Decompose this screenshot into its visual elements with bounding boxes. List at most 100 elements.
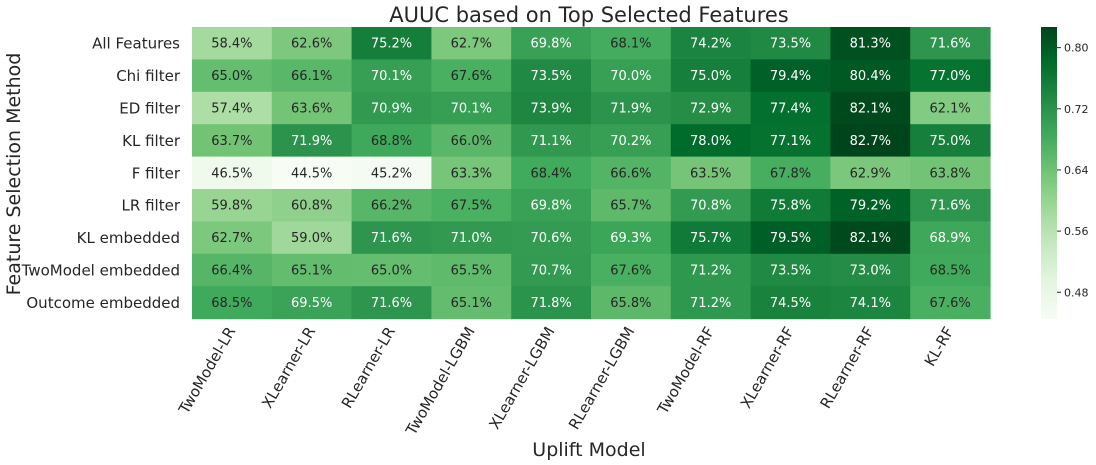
heatmap-cell xyxy=(750,156,831,190)
y-axis-label: Feature Selection Method xyxy=(3,53,25,296)
heatmap-cell xyxy=(910,189,991,222)
cell-value-label: 69.3% xyxy=(610,231,651,246)
row-tick-label: KL filter xyxy=(122,132,181,150)
row-tick-label: ED filter xyxy=(119,100,181,118)
heatmap-cell xyxy=(670,91,752,125)
heatmap-cell xyxy=(591,253,672,287)
heatmap-cell xyxy=(511,156,592,190)
heatmap-cell xyxy=(910,27,991,60)
heatmap-cell xyxy=(830,189,911,222)
heatmap-cell xyxy=(591,124,672,158)
cell-value-label: 46.5% xyxy=(211,166,252,181)
heatmap-cell xyxy=(431,91,512,125)
heatmap-cell xyxy=(431,59,512,93)
cell-value-label: 74.2% xyxy=(690,37,731,52)
cell-value-label: 66.1% xyxy=(291,69,332,84)
column-tick-label: TwoModel-RF xyxy=(653,324,718,418)
column-tick-label: XLearner-LGBM xyxy=(485,324,558,433)
cell-value-label: 67.6% xyxy=(929,296,970,311)
heatmap-cell xyxy=(431,221,512,255)
heatmap-cell xyxy=(271,286,353,320)
heatmap-cell xyxy=(910,253,991,287)
heatmap-cell xyxy=(192,253,273,287)
cell-value-label: 73.5% xyxy=(770,264,811,279)
heatmap-cell xyxy=(192,59,273,93)
cell-value-label: 63.5% xyxy=(690,166,731,181)
colorbar-ticks: 0.48 0.56 0.64 0.72 0.80 xyxy=(1057,42,1089,299)
colorbar-tick-label: 0.80 xyxy=(1064,42,1089,55)
column-tick-label: TwoModel-LR xyxy=(175,324,240,418)
heatmap-cell xyxy=(192,156,273,190)
cell-value-label: 68.1% xyxy=(610,37,651,52)
heatmap-cell xyxy=(910,156,991,190)
heatmap-cell xyxy=(431,27,512,60)
row-tick-label: Outcome embedded xyxy=(26,294,180,312)
cell-value-label: 82.7% xyxy=(850,134,891,149)
heatmap-cell xyxy=(271,91,353,125)
heatmap-cell xyxy=(271,59,353,93)
heatmap-cell xyxy=(910,221,991,255)
colorbar-tick-label: 0.56 xyxy=(1064,225,1089,238)
row-tick-label: KL embedded xyxy=(77,229,180,247)
heatmap-cell xyxy=(910,286,991,320)
heatmap-cell xyxy=(351,59,432,93)
heatmap-cell xyxy=(271,253,353,287)
heatmap-cell xyxy=(192,221,273,255)
heatmap-cell xyxy=(830,124,911,158)
column-tick-label: XLearner-RF xyxy=(737,324,798,412)
cell-value-label: 62.1% xyxy=(929,102,970,117)
cell-value-label: 68.5% xyxy=(211,296,252,311)
heatmap-cell xyxy=(351,27,432,60)
row-tick-label: All Features xyxy=(92,35,180,53)
cell-value-label: 73.5% xyxy=(770,37,811,52)
heatmap-cell xyxy=(431,156,512,190)
heatmap-cell xyxy=(192,27,273,60)
heatmap-cell xyxy=(670,286,752,320)
heatmap-cell xyxy=(271,189,353,222)
heatmap-cell xyxy=(351,189,432,222)
cell-value-label: 68.9% xyxy=(929,231,970,246)
colorbar-tick-label: 0.48 xyxy=(1064,286,1089,299)
cell-value-label: 63.7% xyxy=(211,134,252,149)
cell-value-label: 72.9% xyxy=(690,102,731,117)
cell-value-label: 66.0% xyxy=(451,134,492,149)
heatmap-cell xyxy=(750,27,831,60)
cell-value-label: 62.7% xyxy=(211,231,252,246)
cell-value-label: 70.1% xyxy=(371,69,412,84)
cell-value-label: 77.0% xyxy=(929,69,970,84)
cell-value-label: 65.0% xyxy=(211,69,252,84)
cell-value-label: 67.5% xyxy=(451,199,492,214)
heatmap-cell xyxy=(750,221,831,255)
cell-value-label: 75.7% xyxy=(690,231,731,246)
cell-value-label: 71.8% xyxy=(530,296,571,311)
row-tick-label: LR filter xyxy=(122,197,181,215)
column-tick-label: RLearner-LGBM xyxy=(565,324,638,433)
heatmap-cell xyxy=(910,91,991,125)
cell-value-label: 70.0% xyxy=(610,69,651,84)
heatmap-cell xyxy=(670,59,752,93)
cell-value-label: 82.1% xyxy=(850,102,891,117)
cell-value-label: 79.4% xyxy=(770,69,811,84)
cell-value-label: 65.0% xyxy=(371,264,412,279)
column-labels: TwoModel-LR XLearner-LR RLearner-LR TwoMode… xyxy=(175,324,958,439)
heatmap-cell xyxy=(670,124,752,158)
heatmap-cell xyxy=(670,253,752,287)
heatmap-cell xyxy=(830,221,911,255)
column-tick-label: RLearner-RF xyxy=(817,324,878,412)
cell-value-label: 77.4% xyxy=(770,102,811,117)
cell-value-label: 70.2% xyxy=(610,134,651,149)
cell-value-label: 74.1% xyxy=(850,296,891,311)
heatmap-cell xyxy=(192,189,273,222)
cell-value-label: 69.8% xyxy=(530,37,571,52)
heatmap-cell xyxy=(910,59,991,93)
heatmap-cell xyxy=(271,124,353,158)
heatmap-cell xyxy=(670,221,752,255)
heatmap-cell xyxy=(830,59,911,93)
colorbar-tick-label: 0.72 xyxy=(1064,103,1089,116)
cell-value-label: 71.9% xyxy=(610,102,651,117)
heatmap-cell xyxy=(591,156,672,190)
cell-value-label: 73.9% xyxy=(530,102,571,117)
cell-value-label: 71.6% xyxy=(371,231,412,246)
